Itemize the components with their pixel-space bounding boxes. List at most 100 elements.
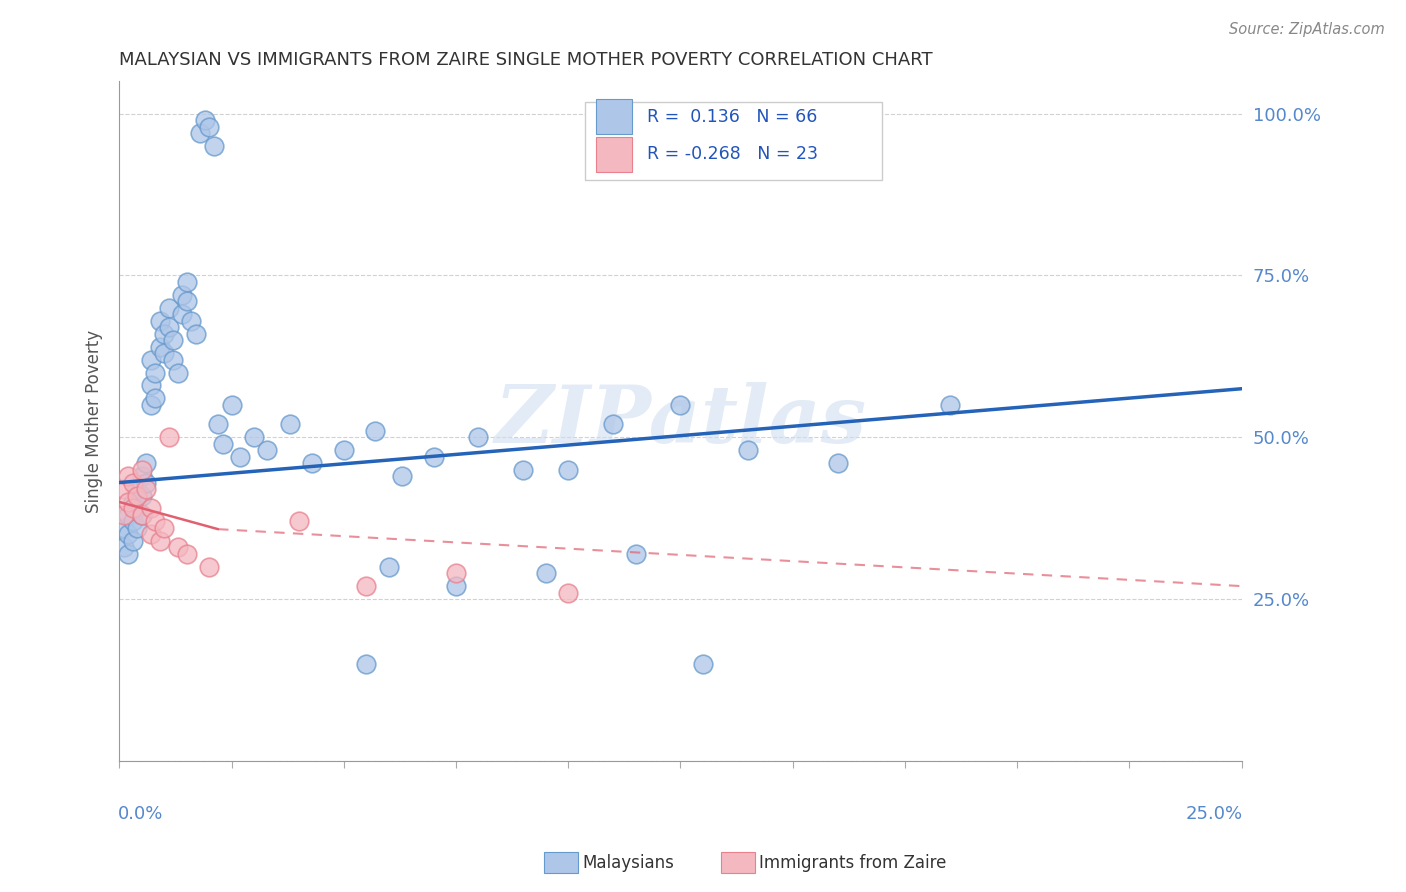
Point [557,585,579,599]
Text: R =  0.136   N = 66: R = 0.136 N = 66 [647,108,817,126]
Point [172,307,194,321]
Point [153,521,176,535]
Point [172,288,194,302]
Point [131,508,153,522]
Y-axis label: Single Mother Poverty: Single Mother Poverty [86,329,103,513]
Point [135,475,157,490]
Point [153,346,176,360]
Point [143,366,166,380]
Text: Immigrants from Zaire: Immigrants from Zaire [759,854,946,871]
Point [131,489,153,503]
Point [121,533,143,548]
Point [139,501,162,516]
Point [127,521,149,535]
Point [198,559,221,574]
Point [127,482,149,496]
Point [377,559,399,574]
FancyBboxPatch shape [596,136,633,172]
Point [112,521,135,535]
Point [202,139,225,153]
Text: R = -0.268   N = 23: R = -0.268 N = 23 [647,145,818,163]
Point [176,275,198,289]
Point [117,527,139,541]
Text: 0.0%: 0.0% [118,805,163,823]
Text: Malaysians: Malaysians [582,854,673,871]
Point [422,450,444,464]
Point [229,450,252,464]
Point [149,533,172,548]
Point [467,430,489,444]
Point [166,366,188,380]
Point [139,352,162,367]
Point [143,515,166,529]
Point [135,456,157,470]
Point [512,462,534,476]
Point [166,541,188,555]
Point [112,482,135,496]
Point [188,126,211,140]
Point [121,475,143,490]
Point [117,508,139,522]
Text: 25.0%: 25.0% [1185,805,1243,823]
Point [332,443,354,458]
Point [135,482,157,496]
Text: ZIPatlas: ZIPatlas [495,383,866,460]
Point [278,417,301,432]
Point [157,430,180,444]
Point [211,436,233,450]
Point [939,398,962,412]
Point [207,417,229,432]
Point [117,469,139,483]
Point [117,547,139,561]
Point [157,301,180,315]
Point [624,547,647,561]
Point [176,547,198,561]
Point [354,579,377,593]
Point [184,326,207,341]
Point [354,657,377,671]
Point [180,314,202,328]
Point [157,320,180,334]
Point [139,398,162,412]
Point [149,340,172,354]
Point [256,443,278,458]
Point [121,495,143,509]
Point [391,469,413,483]
Text: MALAYSIAN VS IMMIGRANTS FROM ZAIRE SINGLE MOTHER POVERTY CORRELATION CHART: MALAYSIAN VS IMMIGRANTS FROM ZAIRE SINGL… [120,51,934,69]
Point [162,352,184,367]
Point [444,566,467,581]
Point [176,294,198,309]
Point [131,469,153,483]
Point [193,113,215,128]
Point [121,501,143,516]
Point [139,527,162,541]
Point [737,443,759,458]
Point [112,541,135,555]
Point [198,120,221,134]
Point [221,398,243,412]
FancyBboxPatch shape [585,102,883,180]
Point [534,566,557,581]
Point [131,462,153,476]
Point [444,579,467,593]
Point [162,333,184,347]
Text: Source: ZipAtlas.com: Source: ZipAtlas.com [1229,22,1385,37]
Point [301,456,323,470]
Point [153,326,176,341]
Point [243,430,266,444]
Point [112,508,135,522]
Point [121,515,143,529]
Point [117,495,139,509]
Point [692,657,714,671]
Point [827,456,849,470]
Point [131,508,153,522]
Point [127,489,149,503]
Point [143,392,166,406]
Point [557,462,579,476]
Point [669,398,692,412]
Point [127,501,149,516]
Point [149,314,172,328]
Point [364,424,387,438]
Point [602,417,624,432]
Point [288,515,311,529]
